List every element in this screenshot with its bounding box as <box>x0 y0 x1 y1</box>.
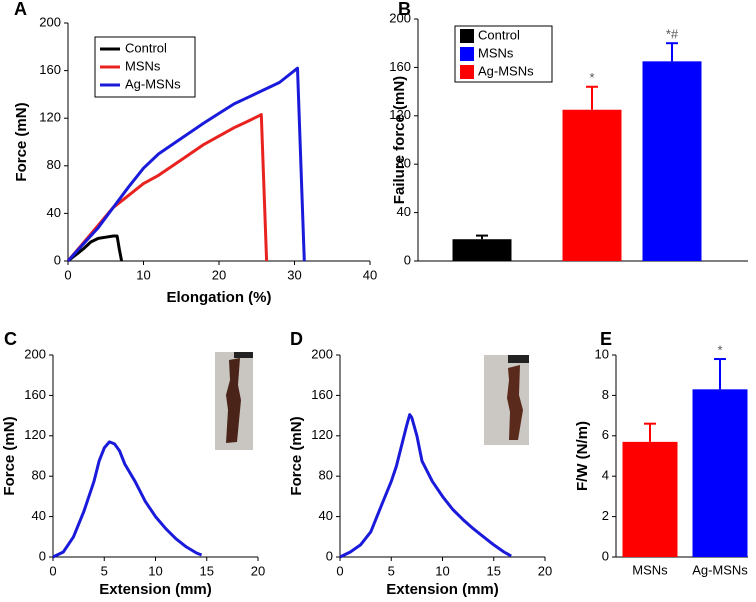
x-tick-label: 20 <box>538 563 552 578</box>
line-series <box>66 66 306 263</box>
y-tick-label: 80 <box>397 156 411 171</box>
panel-label: A <box>14 0 27 19</box>
bar <box>692 389 748 557</box>
x-tick-label: 15 <box>200 563 214 578</box>
legend-label: MSNs <box>125 58 161 73</box>
x-tick-label: 0 <box>336 563 343 578</box>
y-tick-label: 200 <box>24 346 46 361</box>
y-tick-label: 4 <box>602 468 609 483</box>
legend-swatch <box>460 65 474 79</box>
y-axis-title: Force (mN) <box>1 416 18 495</box>
x-axis-title: Elongation (%) <box>167 289 272 306</box>
bar-annotation: *# <box>666 27 679 42</box>
y-tick-label: 80 <box>32 468 46 483</box>
y-tick-label: 80 <box>319 468 333 483</box>
legend-label: Ag-MSNs <box>478 63 534 78</box>
x-tick-label: Ag-MSNs <box>692 562 748 577</box>
y-tick-label: 6 <box>602 427 609 442</box>
x-tick-label: 10 <box>435 563 449 578</box>
y-tick-label: 0 <box>602 548 609 563</box>
bar <box>642 61 702 261</box>
y-tick-label: 0 <box>326 548 333 563</box>
bar-annotation: * <box>589 70 594 85</box>
y-axis-title: Failure force (mN) <box>391 76 408 204</box>
y-tick-label: 0 <box>404 252 411 267</box>
legend-label: MSNs <box>478 45 514 60</box>
y-tick-label: 10 <box>595 346 609 361</box>
x-axis-title: Extension (mm) <box>99 581 212 598</box>
y-tick-label: 0 <box>54 252 61 267</box>
y-tick-label: 160 <box>311 387 333 402</box>
y-tick-label: 120 <box>39 110 61 125</box>
x-tick-label: 15 <box>487 563 501 578</box>
x-tick-label: 10 <box>148 563 162 578</box>
y-axis-title: F/W (N/m) <box>574 421 591 491</box>
y-tick-label: 40 <box>319 508 333 523</box>
x-tick-label: 5 <box>388 563 395 578</box>
y-tick-label: 2 <box>602 508 609 523</box>
photo-inset-d <box>484 355 529 445</box>
y-axis-title: Force (mN) <box>13 102 30 181</box>
x-tick-label: MSNs <box>632 562 668 577</box>
x-tick-label: 20 <box>212 267 226 282</box>
legend-label: Control <box>478 27 520 42</box>
x-tick-label: 5 <box>101 563 108 578</box>
bar <box>562 109 622 261</box>
legend-swatch <box>460 47 474 61</box>
line-series <box>52 440 203 559</box>
y-tick-label: 0 <box>39 548 46 563</box>
x-tick-label: 0 <box>49 563 56 578</box>
y-tick-label: 200 <box>389 10 411 25</box>
bar <box>452 239 512 261</box>
bar <box>622 441 678 557</box>
x-tick-label: 30 <box>287 267 301 282</box>
panel-label: E <box>600 329 612 349</box>
legend-label: Control <box>125 40 167 55</box>
legend-box <box>94 36 196 98</box>
y-tick-label: 40 <box>32 508 46 523</box>
x-tick-label: 20 <box>251 563 265 578</box>
x-axis-title: Extension (mm) <box>386 581 499 598</box>
y-tick-label: 40 <box>47 205 61 220</box>
y-tick-label: 200 <box>311 346 333 361</box>
panel-label: D <box>290 329 303 349</box>
x-tick-label: 0 <box>64 267 71 282</box>
x-tick-label: 10 <box>136 267 150 282</box>
y-tick-label: 160 <box>39 62 61 77</box>
x-tick-label: 40 <box>363 267 377 282</box>
y-tick-label: 8 <box>602 387 609 402</box>
legend-label: Ag-MSNs <box>125 76 181 91</box>
y-axis-title: Force (mN) <box>288 416 305 495</box>
y-tick-label: 120 <box>24 427 46 442</box>
photo-inset-c <box>215 352 253 450</box>
panel-label: C <box>4 329 17 349</box>
y-tick-label: 120 <box>311 427 333 442</box>
y-tick-label: 200 <box>39 14 61 29</box>
panel-label: B <box>398 0 411 19</box>
legend-swatch <box>460 29 474 43</box>
y-tick-label: 160 <box>24 387 46 402</box>
y-tick-label: 80 <box>47 157 61 172</box>
y-tick-label: 160 <box>389 59 411 74</box>
bar-annotation: * <box>717 342 722 357</box>
y-tick-label: 40 <box>397 204 411 219</box>
line-series <box>67 234 124 263</box>
y-tick-label: 120 <box>389 107 411 122</box>
line-series <box>339 413 512 559</box>
